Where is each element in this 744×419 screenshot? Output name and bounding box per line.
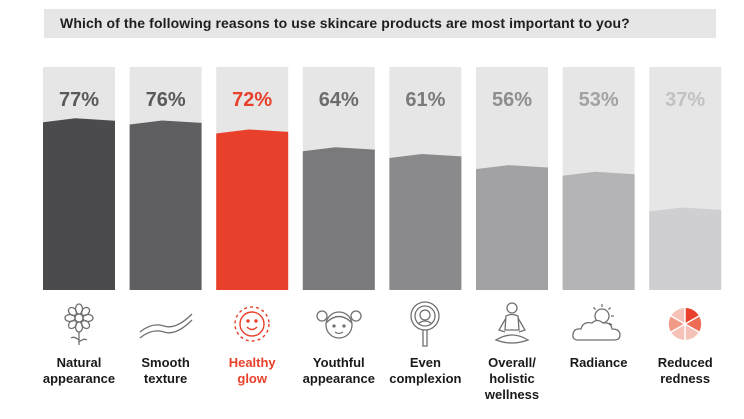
bar bbox=[476, 165, 548, 290]
category-label: Overall/ holistic wellness bbox=[484, 355, 540, 402]
value-label: 61% bbox=[405, 89, 445, 111]
bar bbox=[562, 171, 635, 290]
category-label: Healthy glow bbox=[228, 355, 276, 386]
question-banner: Which of the following reasons to use sk… bbox=[44, 9, 716, 38]
smiley-face-icon bbox=[230, 302, 274, 351]
bar bbox=[389, 153, 462, 290]
category-label: Smooth texture bbox=[141, 355, 190, 386]
category-label: Radiance bbox=[569, 355, 628, 370]
bar bbox=[216, 129, 289, 290]
value-label: 37% bbox=[665, 89, 705, 111]
value-label: 53% bbox=[579, 89, 619, 111]
value-label: 72% bbox=[232, 89, 272, 111]
value-label: 64% bbox=[319, 89, 359, 111]
meditation-icon bbox=[490, 300, 534, 353]
bar bbox=[43, 118, 115, 290]
value-label: 76% bbox=[146, 89, 186, 111]
category-label: Natural appearance bbox=[42, 355, 116, 386]
bar bbox=[302, 147, 375, 290]
flower-icon bbox=[57, 302, 101, 351]
bar bbox=[649, 207, 722, 290]
category-label: Even complexion bbox=[389, 355, 462, 386]
pie-circle-icon bbox=[663, 302, 707, 351]
wavy-lines-icon bbox=[138, 304, 194, 349]
category-label: Youthful appearance bbox=[302, 355, 375, 386]
question-title: Which of the following reasons to use sk… bbox=[60, 15, 630, 31]
value-label: 77% bbox=[59, 89, 99, 111]
hand-mirror-icon bbox=[405, 300, 445, 353]
value-label: 56% bbox=[492, 89, 532, 111]
bar bbox=[129, 120, 202, 291]
sun-behind-cloud-icon bbox=[570, 302, 628, 351]
girl-face-icon bbox=[314, 302, 364, 351]
category-label: Reduced redness bbox=[657, 355, 713, 386]
